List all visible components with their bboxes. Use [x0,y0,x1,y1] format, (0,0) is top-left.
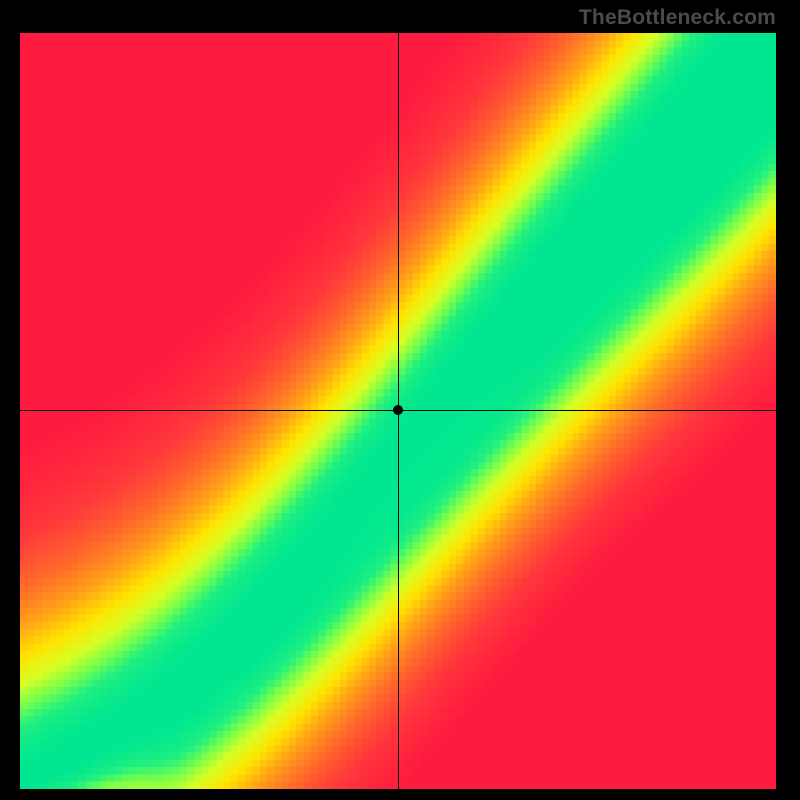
marker-dot [393,405,403,415]
watermark-text: TheBottleneck.com [579,6,776,30]
